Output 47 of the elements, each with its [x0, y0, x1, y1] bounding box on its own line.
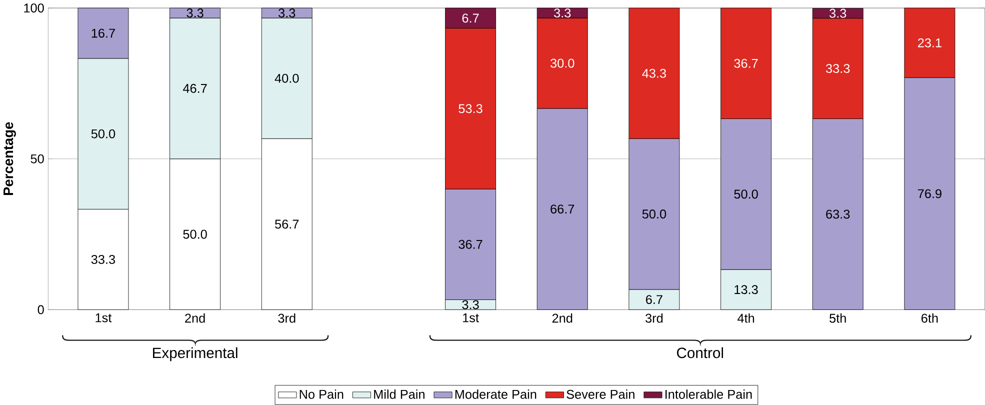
legend-label: Intolerable Pain: [666, 390, 752, 399]
data-label: 3.3: [830, 8, 846, 18]
x-tick-label: 3rd: [278, 314, 296, 323]
data-label: 36.7: [734, 59, 758, 68]
x-tick-label: 6th: [922, 314, 938, 323]
data-label: 76.9: [918, 189, 942, 198]
y-axis-title: Percentage: [4, 122, 16, 196]
data-label: 23.1: [918, 38, 942, 48]
data-label: 3.3: [554, 8, 571, 18]
legend-label: Moderate Pain: [455, 390, 536, 399]
data-label: 56.7: [275, 220, 299, 229]
legend-label: Severe Pain: [566, 390, 634, 399]
text: Control: [676, 347, 724, 358]
y-tick-label: 100: [24, 4, 44, 13]
data-label: 6.7: [646, 295, 662, 304]
data-label: 50.0: [734, 190, 758, 199]
text: Experimental: [153, 347, 238, 362]
data-label: 6.7: [462, 14, 479, 23]
data-label: 3.3: [278, 8, 296, 18]
x-tick-label: 1st: [96, 314, 112, 322]
data-label: 63.3: [826, 210, 850, 219]
data-label: 33.3: [91, 255, 116, 264]
data-label: 53.3: [458, 104, 482, 114]
data-label: 50.0: [183, 230, 207, 239]
x-tick-label: 5th: [830, 314, 846, 323]
x-tick-label: 1st: [463, 314, 479, 322]
data-label: 46.7: [182, 84, 207, 94]
data-label: 36.7: [458, 240, 482, 249]
data-label: 30.0: [550, 58, 574, 68]
x-tick-label: 2nd: [552, 314, 572, 323]
y-tick-label: 0: [38, 305, 44, 314]
data-label: 3.3: [462, 300, 479, 310]
data-label: 3.3: [186, 8, 204, 18]
data-label: 50.0: [642, 210, 666, 219]
x-tick-label: 4th: [738, 314, 754, 323]
data-label: 33.3: [826, 64, 850, 74]
legend-label: No Pain: [300, 390, 344, 399]
legend-label: Mild Pain: [374, 390, 424, 399]
data-label: 40.0: [274, 74, 299, 83]
data-label: 13.3: [734, 285, 758, 294]
x-tick-label: 3rd: [646, 314, 663, 323]
data-label: 66.7: [550, 204, 574, 214]
y-tick-label: 50: [30, 154, 44, 164]
x-tick-label: 2nd: [185, 314, 205, 323]
data-label: 16.7: [92, 28, 115, 38]
data-label: 43.3: [642, 68, 666, 78]
data-label: 50.0: [91, 129, 116, 138]
